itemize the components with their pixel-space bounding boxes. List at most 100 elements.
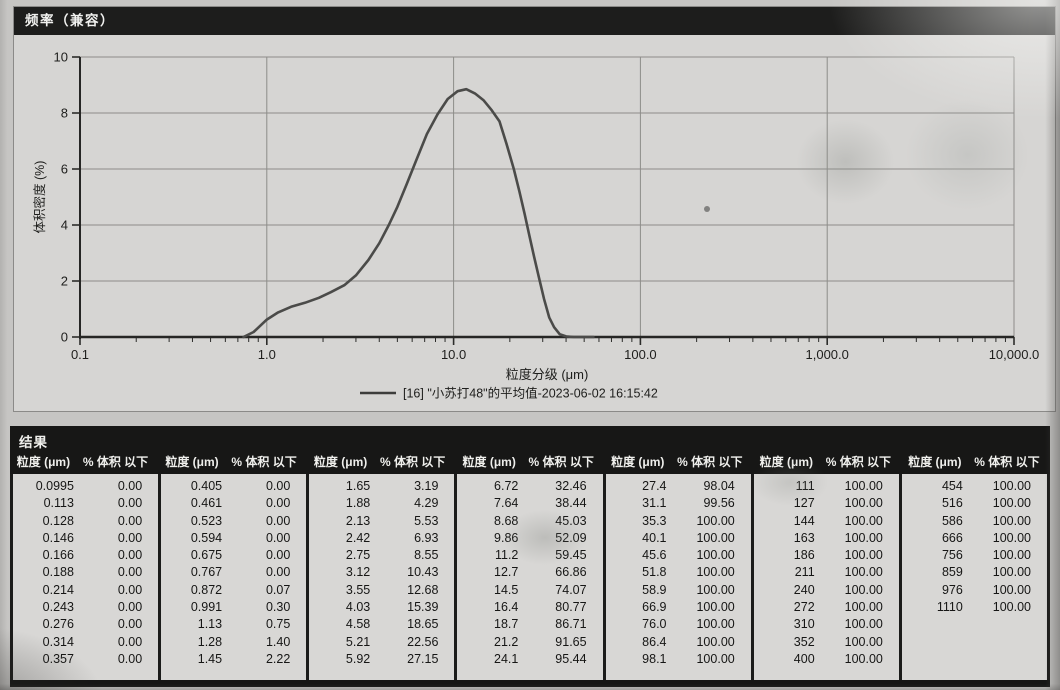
- cell-volume-below: 100.00: [844, 548, 883, 563]
- cell-volume-below: 0.00: [265, 496, 291, 511]
- table-row: 0.128 0.00: [13, 513, 158, 530]
- table-row: 16.4 80.77: [457, 599, 602, 616]
- table-row: 35.3 100.00: [606, 513, 751, 530]
- table-row: 51.8 100.00: [606, 564, 751, 581]
- cell-size: 1.65: [345, 479, 371, 493]
- table-row: 0.243 0.00: [13, 599, 158, 616]
- y-tick-label: 2: [61, 274, 68, 289]
- table-row: 0.0995 0.00: [13, 478, 158, 495]
- cell-volume-below: 86.71: [555, 617, 587, 632]
- cell-size: 12.7: [494, 565, 519, 580]
- cell-size: 0.523: [190, 513, 223, 528]
- cell-volume-below: 100.00: [696, 634, 735, 649]
- cell-size: 9.86: [494, 530, 519, 545]
- cell-volume-below: 74.07: [555, 582, 587, 597]
- x-tick-label: 0.1: [71, 347, 89, 362]
- table-row: 0.276 0.00: [13, 616, 158, 633]
- table-row: 211 100.00: [754, 564, 899, 581]
- cell-volume-below: 100.00: [844, 582, 883, 597]
- x-tick-label: 100.0: [624, 347, 657, 362]
- cell-volume-below: 3.19: [414, 479, 439, 493]
- cell-size: 18.7: [494, 617, 519, 632]
- cell-volume-below: 32.46: [555, 479, 587, 493]
- table-row: 352 100.00: [754, 634, 899, 651]
- cell-size: 0.243: [42, 600, 74, 615]
- cell-size: 76.0: [642, 617, 667, 632]
- x-tick-label: 1.0: [258, 347, 276, 362]
- cell-size: 66.9: [642, 600, 667, 615]
- column-header-size: 粒度 (μm): [313, 455, 368, 469]
- cell-volume-below: 0.30: [265, 600, 291, 615]
- group-header: 粒度 (μm) % 体积 以下: [10, 453, 159, 470]
- table-row: 0.405 0.00: [161, 478, 306, 495]
- cell-size: 0.113: [43, 496, 74, 511]
- cell-volume-below: 100.00: [844, 565, 883, 580]
- cell-volume-below: 100.00: [844, 513, 883, 528]
- table-row: 27.4 98.04: [606, 478, 751, 495]
- cell-volume-below: 4.29: [414, 496, 439, 511]
- cell-volume-below: 98.04: [703, 479, 735, 493]
- table-row: 666 100.00: [902, 530, 1047, 547]
- results-panel: 结果 粒度 (μm)% 体积 以下 粒度 (μm)% 体积 以下 粒度 (μm)% …: [10, 426, 1050, 687]
- cell-size: 2.75: [345, 548, 371, 563]
- table-row: 40.1 100.00: [606, 530, 751, 547]
- cell-size: 58.9: [642, 582, 667, 597]
- cell-size: 211: [794, 565, 815, 580]
- column-header-volume: % 体积 以下: [379, 455, 446, 469]
- table-row: 9.86 52.09: [457, 530, 602, 547]
- cell-volume-below: 100.00: [992, 565, 1031, 580]
- cell-volume-below: 100.00: [696, 530, 735, 545]
- cell-size: 4.03: [345, 600, 371, 615]
- cell-volume-below: 100.00: [844, 530, 883, 545]
- table-row: 516 100.00: [902, 495, 1047, 512]
- table-row: 0.357 0.00: [13, 651, 158, 668]
- table-row: 5.21 22.56: [309, 634, 454, 651]
- table-group: 111 100.00 127 100.00 144 100.00 163 100.00 186 1…: [750, 474, 899, 680]
- cell-volume-below: 100.00: [844, 634, 883, 649]
- cell-volume-below: 5.53: [414, 513, 439, 528]
- cell-size: 31.1: [642, 496, 667, 511]
- cell-volume-below: 100.00: [844, 617, 883, 632]
- results-header-band: 结果 粒度 (μm)% 体积 以下 粒度 (μm)% 体积 以下 粒度 (μm)% …: [10, 426, 1050, 474]
- table-row: 0.113 0.00: [13, 495, 158, 512]
- cell-size: 24.1: [494, 651, 519, 666]
- cell-size: 163: [793, 530, 815, 545]
- table-row: 6.72 32.46: [457, 478, 602, 495]
- cell-size: 666: [941, 530, 963, 545]
- cell-volume-below: 0.00: [117, 634, 143, 649]
- cell-size: 2.13: [345, 513, 371, 528]
- cell-size: 186: [793, 548, 815, 563]
- column-header-size: 粒度 (μm): [462, 455, 516, 469]
- cell-volume-below: 0.00: [265, 479, 291, 493]
- cell-volume-below: 100.00: [992, 600, 1031, 615]
- cell-volume-below: 6.93: [414, 530, 439, 545]
- table-row: 24.1 95.44: [457, 651, 602, 668]
- column-header-size: 粒度 (μm): [759, 455, 813, 469]
- y-tick-label: 4: [61, 218, 68, 233]
- cell-size: 1.28: [197, 634, 223, 649]
- table-row: 8.68 45.03: [457, 513, 602, 530]
- table-row: 111 100.00: [754, 478, 899, 495]
- table-row: 454 100.00: [902, 478, 1047, 495]
- table-group: 0.405 0.00 0.461 0.00 0.523 0.00 0.594 0.00 0.67…: [158, 474, 306, 680]
- cell-size: 0.276: [42, 617, 74, 632]
- cell-size: 240: [793, 582, 815, 597]
- cell-volume-below: 100.00: [992, 496, 1031, 511]
- table-row: 3.12 10.43: [309, 564, 454, 581]
- table-group: 0.0995 0.00 0.113 0.00 0.128 0.00 0.146 0.00 0.1…: [10, 474, 158, 680]
- cell-volume-below: 100.00: [696, 548, 735, 563]
- table-row: 0.991 0.30: [161, 599, 306, 616]
- table-group: 454 100.00 516 100.00 586 100.00 666 100.00 756 1…: [898, 474, 1050, 680]
- cell-size: 0.188: [42, 565, 74, 580]
- cell-volume-below: 12.68: [407, 582, 439, 597]
- table-row: 144 100.00: [754, 513, 899, 530]
- cell-size: 3.55: [345, 582, 371, 597]
- column-header-volume: % 体积 以下: [677, 455, 743, 469]
- table-row: 11.2 59.45: [457, 547, 602, 564]
- cell-volume-below: 1.40: [265, 634, 291, 649]
- cell-volume-below: 22.56: [407, 634, 439, 649]
- cell-size: 5.92: [345, 651, 371, 666]
- table-row: 186 100.00: [754, 547, 899, 564]
- x-tick-label: 10.0: [441, 347, 466, 362]
- x-tick-label: 1,000.0: [806, 347, 849, 362]
